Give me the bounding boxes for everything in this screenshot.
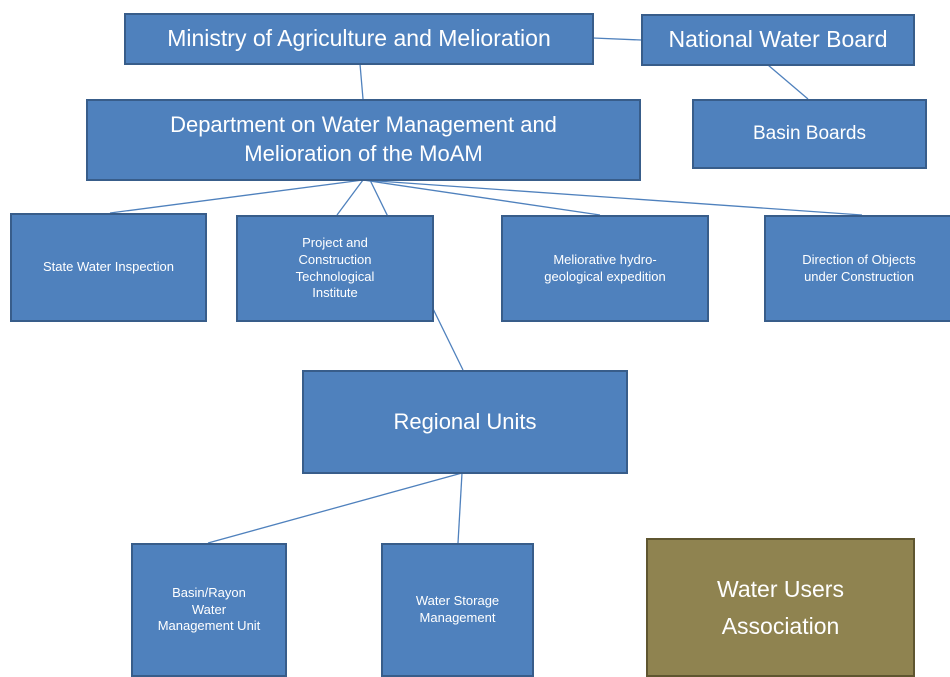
connector (109, 179, 364, 214)
connector (592, 37, 642, 41)
node: Project and Construction Technological I… (236, 215, 434, 322)
node: State Water Inspection (10, 213, 207, 322)
node: Basin/Rayon Water Management Unit (131, 543, 287, 677)
node: Basin Boards (692, 99, 927, 169)
connector (359, 63, 364, 100)
connector (767, 64, 809, 100)
node: Ministry of Agriculture and Melioration (124, 13, 594, 65)
node: National Water Board (641, 14, 915, 66)
connector (207, 472, 463, 544)
connector (457, 472, 463, 544)
node: Water Users Association (646, 538, 915, 677)
connector (336, 179, 364, 216)
node: Meliorative hydro-geological expedition (501, 215, 709, 322)
node: Direction of Objects under Construction (764, 215, 950, 322)
connector (362, 179, 863, 216)
node: Regional Units (302, 370, 628, 474)
connector (362, 179, 601, 216)
node: Department on Water Management and Melio… (86, 99, 641, 181)
node: Water Storage Management (381, 543, 534, 677)
